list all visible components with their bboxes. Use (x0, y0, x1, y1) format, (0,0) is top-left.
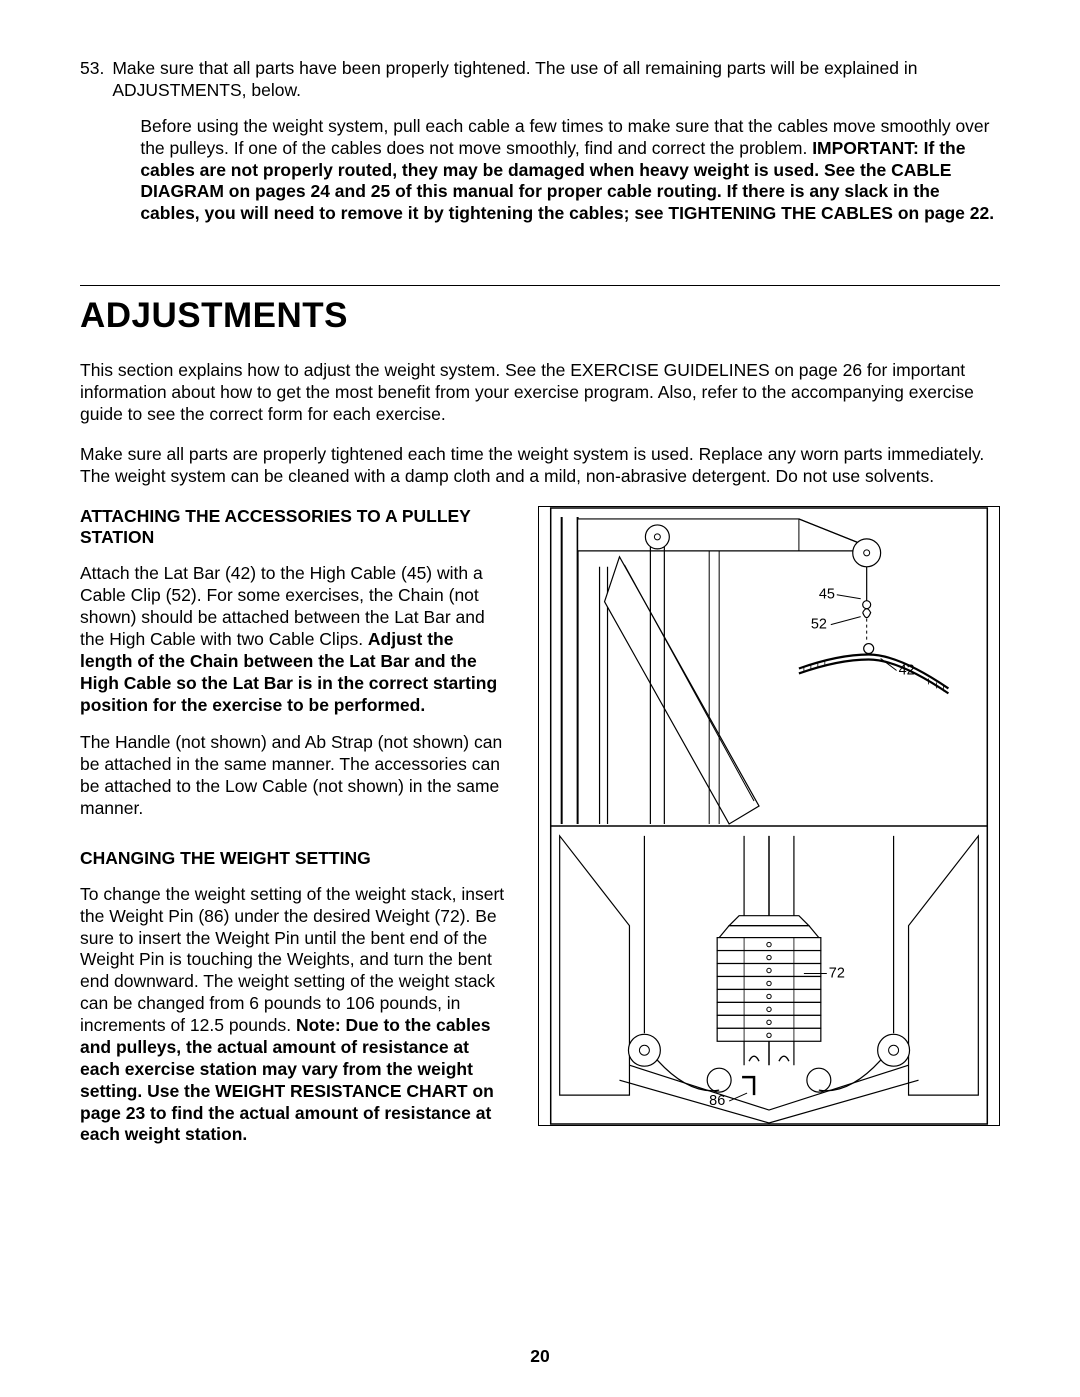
step-body: Make sure that all parts have been prope… (112, 58, 1000, 239)
callout-72: 72 (829, 965, 845, 981)
page-number: 20 (0, 1346, 1080, 1367)
two-column-region: ATTACHING THE ACCESSORIES TO A PULLEY ST… (80, 506, 1000, 1163)
equipment-diagram: 45 52 42 (539, 507, 999, 1125)
intro-p1: This section explains how to adjust the … (80, 360, 1000, 426)
subhead-weight: CHANGING THE WEIGHT SETTING (80, 848, 510, 870)
attach-p1: Attach the Lat Bar (42) to the High Cabl… (80, 563, 510, 716)
callout-52: 52 (811, 616, 827, 632)
section-title: ADJUSTMENTS (80, 296, 1000, 336)
right-column: 45 52 42 (538, 506, 1000, 1163)
left-column: ATTACHING THE ACCESSORIES TO A PULLEY ST… (80, 506, 510, 1163)
section-rule (80, 285, 1000, 286)
step53-line1: Make sure that all parts have been prope… (112, 58, 1000, 102)
step-number: 53. (80, 58, 104, 239)
intro-p2: Make sure all parts are properly tighten… (80, 444, 1000, 488)
callout-86: 86 (709, 1093, 725, 1109)
weight-p3a: To change the weight setting of the weig… (80, 884, 504, 1035)
step53-important: Before using the weight system, pull eac… (112, 116, 1000, 225)
callout-42: 42 (899, 662, 915, 678)
attach-p2: The Handle (not shown) and Ab Strap (not… (80, 732, 510, 820)
subhead-attach: ATTACHING THE ACCESSORIES TO A PULLEY ST… (80, 506, 510, 550)
intro-block: This section explains how to adjust the … (80, 360, 1000, 487)
callout-45: 45 (819, 586, 835, 602)
weight-p: To change the weight setting of the weig… (80, 884, 510, 1147)
diagram-container: 45 52 42 (538, 506, 1000, 1126)
assembly-step-53: 53. Make sure that all parts have been p… (80, 58, 1000, 239)
